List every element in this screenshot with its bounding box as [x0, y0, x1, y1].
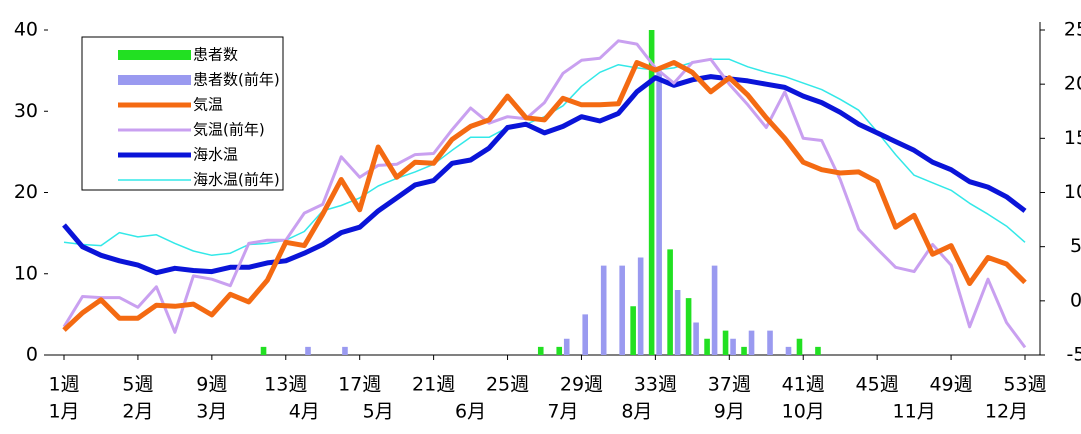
y-tick-label: 40: [14, 19, 38, 41]
month-label: 12月: [985, 401, 1028, 423]
bar: [600, 265, 607, 355]
month-label: 1月: [48, 401, 79, 423]
month-label: 9月: [714, 401, 745, 423]
x-tick-label: 25週: [486, 374, 529, 396]
bar: [619, 265, 625, 355]
bar: [815, 346, 821, 355]
x-tick-label: 33週: [634, 374, 677, 396]
bar: [704, 338, 710, 355]
y2-tick-label: 0: [1070, 289, 1081, 311]
legend-label: 海水温(前年): [193, 171, 280, 189]
line: [62, 39, 1027, 349]
bar: [582, 314, 589, 355]
bar: [648, 30, 655, 355]
bar: [711, 265, 718, 355]
bar: [785, 346, 792, 355]
y2-tick-label: -5: [1067, 344, 1081, 366]
x-tick-label: 41週: [782, 374, 825, 396]
bar: [667, 249, 673, 355]
x-tick-label: 13週: [264, 374, 307, 396]
bar: [741, 346, 747, 355]
y2-tick-label: 5: [1070, 235, 1081, 257]
legend-label: 患者数(前年): [193, 71, 280, 89]
legend-label: 気温: [193, 96, 223, 114]
month-label: 10月: [782, 401, 825, 423]
bar: [674, 290, 681, 355]
x-tick-label: 53週: [1003, 374, 1046, 396]
bar: [637, 257, 644, 355]
y-tick-label: 10: [14, 262, 38, 284]
bar: [537, 346, 544, 355]
legend-box: [81, 36, 284, 191]
bar: [556, 346, 563, 355]
month-label: 8月: [621, 401, 652, 423]
bar: [693, 322, 699, 355]
bar: [656, 70, 662, 355]
y2-tick-label: 20: [1064, 73, 1081, 95]
month-label: 3月: [196, 401, 227, 423]
bar: [305, 346, 311, 355]
legend-label: 患者数: [193, 46, 238, 64]
bar: [563, 338, 570, 355]
bar: [730, 338, 736, 355]
x-tick-label: 1週: [48, 374, 79, 396]
month-label: 7月: [547, 401, 578, 423]
legend-label: 気温(前年): [193, 121, 265, 139]
x-tick-label: 5週: [122, 374, 153, 396]
legend-swatch: [118, 75, 191, 85]
month-label: 5月: [363, 401, 394, 423]
bar: [722, 330, 729, 355]
legend-label: 海水温: [193, 146, 238, 164]
x-tick-label: 45週: [856, 374, 899, 396]
x-tick-label: 49週: [929, 374, 972, 396]
y2-tick-label: 10: [1064, 181, 1081, 203]
month-label: 2月: [122, 401, 153, 423]
bar: [748, 330, 755, 355]
bar: [630, 306, 636, 355]
bar: [767, 330, 773, 355]
bar: [260, 346, 267, 355]
y2-tick-label: 25: [1064, 19, 1081, 41]
y-tick-label: 0: [26, 344, 38, 366]
month-label: 11月: [893, 401, 936, 423]
month-label: 4月: [289, 401, 320, 423]
bar: [342, 346, 348, 355]
x-tick-label: 37週: [708, 374, 751, 396]
x-tick-label: 21週: [412, 374, 455, 396]
y2-tick-label: 15: [1064, 127, 1081, 149]
x-tick-label: 17週: [338, 374, 381, 396]
x-tick-label: 9週: [196, 374, 227, 396]
line: [62, 74, 1027, 276]
month-label: 6月: [455, 401, 486, 423]
x-tick-label: 29週: [560, 374, 603, 396]
line: [62, 60, 1027, 332]
y-tick-label: 30: [14, 100, 38, 122]
y-tick-label: 20: [14, 181, 38, 203]
bar: [685, 298, 692, 355]
bar: [796, 338, 803, 355]
legend-swatch: [118, 50, 191, 60]
